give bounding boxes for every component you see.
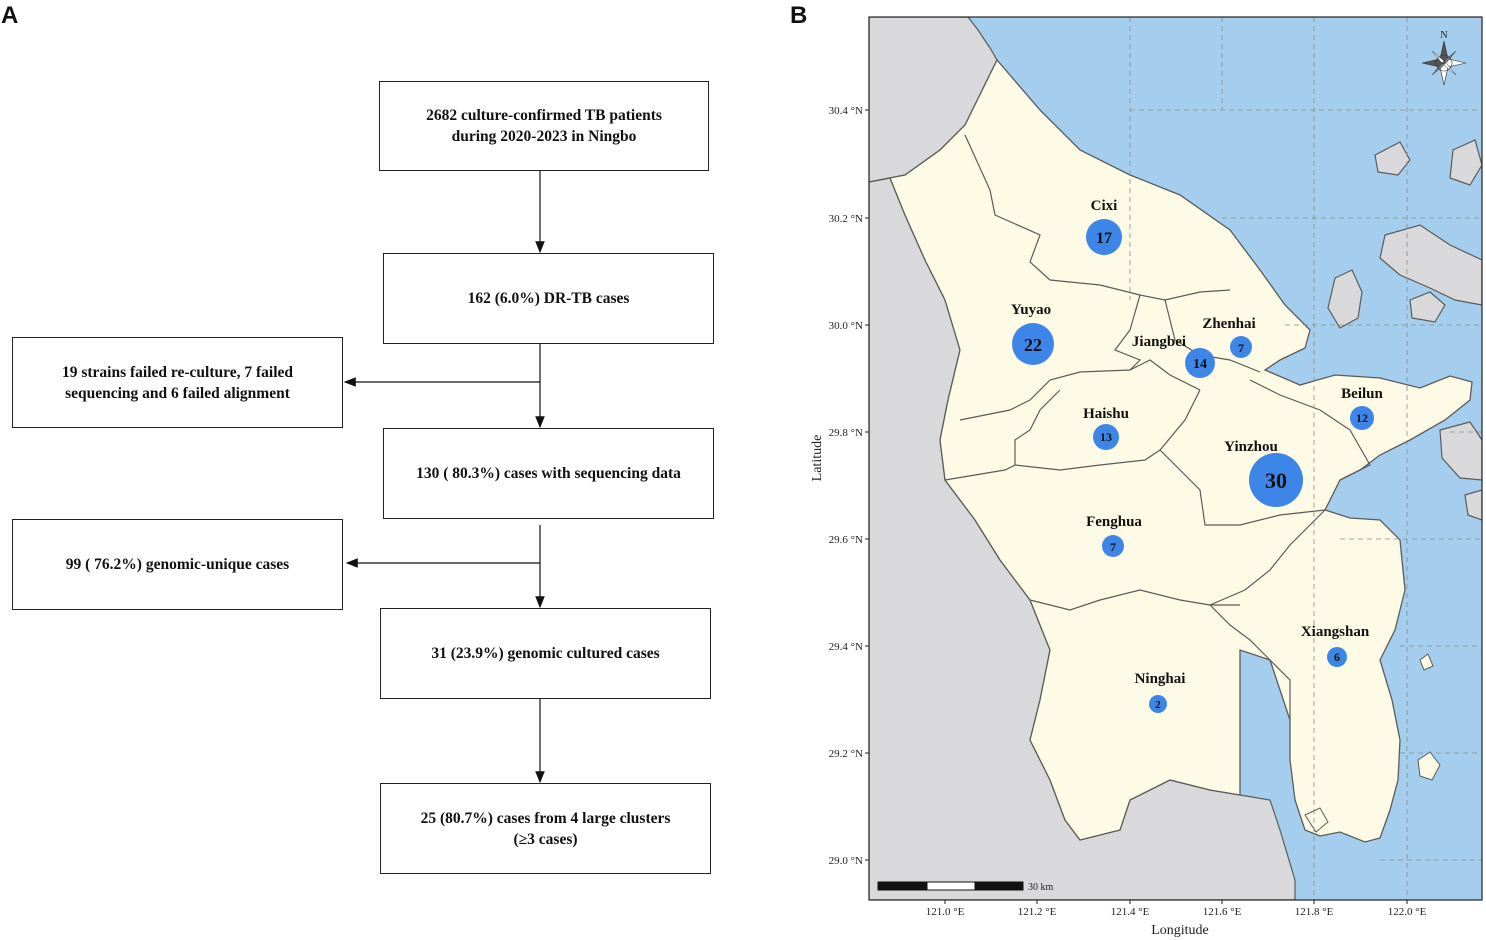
district-cixi: Cixi 17 [1086, 198, 1122, 255]
flow-step-4: 31 (23.9%) genomic cultured cases [380, 608, 711, 699]
border-cixi-south [1139, 289, 1231, 301]
border-haishu-yinzhou [1014, 389, 1201, 471]
lat-tick: 30.4 °N [829, 105, 863, 117]
scale-bar-label: 30 km [1028, 882, 1054, 893]
district-name: Zhenhai [1202, 316, 1255, 332]
lon-tick: 121.6 °E [1203, 906, 1242, 918]
lat-tick: 30.2 °N [829, 213, 863, 225]
ningbo-land [869, 58, 1473, 843]
border-haishu-west [944, 389, 1061, 481]
count-label: 7 [1238, 341, 1244, 355]
district-zhenhai: Zhenhai 7 [1202, 316, 1256, 358]
panel-a-letter: A [1, 2, 19, 29]
district-name: Beilun [1341, 386, 1383, 402]
district-name: Cixi [1091, 198, 1118, 214]
count-bubble [1327, 647, 1347, 667]
flow-step-2: 162 (6.0%) DR-TB cases [383, 253, 714, 344]
count-label: 7 [1110, 540, 1116, 554]
lat-tick: 30.0 °N [829, 320, 863, 332]
district-xiangshan: Xiangshan 6 [1301, 624, 1370, 667]
count-label: 22 [1024, 335, 1042, 355]
border-yinzhou-beilun [1249, 379, 1371, 481]
lat-tick: 29.2 °N [829, 748, 863, 760]
lon-tick: 121.4 °E [1111, 906, 1150, 918]
y-axis-label: Latitude [810, 435, 825, 482]
count-label: 6 [1334, 650, 1340, 664]
district-name: Yinzhou [1224, 439, 1278, 455]
count-label: 14 [1193, 357, 1207, 372]
district-name: Yuyao [1011, 302, 1051, 318]
scale-bar: 30 km [877, 881, 1054, 893]
border-yuyao-haishu [959, 359, 1201, 421]
count-bubble [1086, 219, 1122, 255]
district-name: Fenghua [1086, 514, 1142, 530]
map-frame [868, 16, 1483, 901]
count-bubble [1249, 453, 1303, 507]
border-yuyao-jiangbei [1114, 294, 1142, 371]
lat-tick: 29.0 °N [829, 855, 863, 867]
lon-tick: 122.0 °E [1388, 906, 1427, 918]
lat-tick-labels: 30.4 °N 30.2 °N 30.0 °N 29.8 °N 29.6 °N … [829, 105, 863, 867]
count-label: 17 [1096, 230, 1112, 247]
district-jiangbei: Jiangbei 14 [1132, 334, 1215, 378]
district-name: Haishu [1083, 406, 1129, 422]
count-bubble [1102, 535, 1124, 557]
count-label: 13 [1100, 430, 1112, 444]
count-bubble [1230, 336, 1252, 358]
border-cixi-yuyao [964, 134, 1141, 296]
lon-tick: 121.2 °E [1018, 906, 1057, 918]
district-ninghai: Ninghai 2 [1135, 671, 1186, 713]
count-bubble [1350, 406, 1374, 430]
north-arrow-icon: N [1421, 30, 1467, 86]
lon-tick-labels: 121.0 °E 121.2 °E 121.4 °E 121.6 °E 121.… [926, 906, 1427, 918]
border-fenghua-xiangshan [1209, 509, 1326, 606]
lat-tick: 29.4 °N [829, 641, 863, 653]
border-yinzhou-fenghua [1159, 449, 1326, 526]
district-fenghua: Fenghua 7 [1086, 514, 1142, 557]
lat-tick: 29.6 °N [829, 534, 863, 546]
flow-step-1: 2682 culture-confirmed TB patients durin… [379, 81, 709, 171]
count-bubble [1149, 695, 1167, 713]
border-ninghai-xiangshan [1209, 604, 1291, 720]
flow-arrows [343, 171, 545, 784]
district-haishu: Haishu 13 [1083, 406, 1129, 450]
district-yuyao: Yuyao 22 [1011, 302, 1054, 365]
flow-step-5: 25 (80.7%) cases from 4 large clusters (… [380, 783, 711, 874]
lat-tick: 29.8 °N [829, 427, 863, 439]
district-name: Xiangshan [1301, 624, 1370, 640]
lon-tick: 121.8 °E [1295, 906, 1334, 918]
lon-tick: 121.0 °E [926, 906, 965, 918]
district-name: Jiangbei [1132, 334, 1186, 350]
count-bubble [1012, 323, 1054, 365]
x-axis-label: Longitude [1151, 923, 1209, 938]
count-bubble [1185, 348, 1215, 378]
district-yinzhou: Yinzhou 30 [1224, 439, 1303, 507]
count-label: 2 [1155, 699, 1161, 711]
flow-excluded-1: 19 strains failed re-culture, 7 failed s… [12, 337, 343, 428]
count-label: 30 [1265, 468, 1287, 493]
count-label: 12 [1356, 411, 1368, 425]
panel-b-letter: B [790, 2, 808, 29]
count-bubble [1093, 424, 1119, 450]
flow-excluded-2: 99 ( 76.2%) genomic-unique cases [12, 519, 343, 610]
north-label: N [1440, 30, 1447, 41]
flow-step-3: 130 ( 80.3%) cases with sequencing data [383, 428, 714, 519]
district-name: Ninghai [1135, 671, 1186, 687]
district-beilun: Beilun 12 [1341, 386, 1383, 430]
